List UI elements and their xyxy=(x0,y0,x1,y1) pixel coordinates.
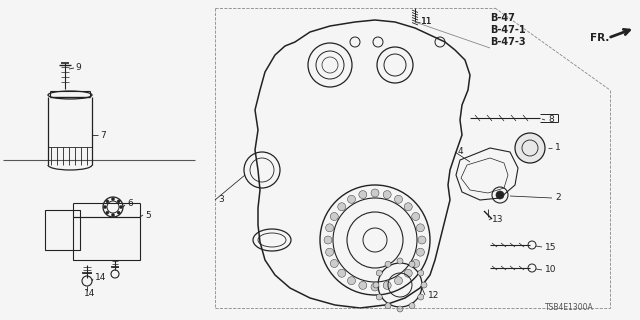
Circle shape xyxy=(117,200,120,203)
Text: B-47-1: B-47-1 xyxy=(490,25,525,35)
Circle shape xyxy=(394,277,403,285)
Circle shape xyxy=(111,197,115,201)
Circle shape xyxy=(412,212,420,220)
Circle shape xyxy=(383,281,391,289)
Circle shape xyxy=(397,306,403,312)
Circle shape xyxy=(404,203,412,211)
Circle shape xyxy=(120,205,122,209)
Circle shape xyxy=(421,282,427,288)
Circle shape xyxy=(496,191,504,199)
Circle shape xyxy=(359,281,367,289)
Circle shape xyxy=(338,203,346,211)
Text: 7: 7 xyxy=(100,131,106,140)
Circle shape xyxy=(515,133,545,163)
Circle shape xyxy=(326,248,333,256)
Text: 10: 10 xyxy=(545,266,557,275)
Circle shape xyxy=(330,260,339,268)
Circle shape xyxy=(404,269,412,277)
Circle shape xyxy=(383,191,391,199)
Circle shape xyxy=(111,213,115,217)
Circle shape xyxy=(330,212,339,220)
Text: 1: 1 xyxy=(555,143,561,153)
Circle shape xyxy=(324,236,332,244)
Circle shape xyxy=(385,261,391,267)
Text: 11: 11 xyxy=(421,18,433,27)
Circle shape xyxy=(397,258,403,264)
Text: B-47: B-47 xyxy=(490,13,515,23)
Circle shape xyxy=(417,248,424,256)
Text: 12: 12 xyxy=(428,291,440,300)
Circle shape xyxy=(385,303,391,309)
Text: 2: 2 xyxy=(555,194,561,203)
Text: 11: 11 xyxy=(421,18,433,27)
Circle shape xyxy=(359,191,367,199)
Text: B-47-3: B-47-3 xyxy=(490,37,525,47)
Text: 8: 8 xyxy=(548,116,554,124)
Text: 9: 9 xyxy=(75,63,81,73)
Circle shape xyxy=(106,200,109,203)
Circle shape xyxy=(418,294,424,300)
Circle shape xyxy=(409,303,415,309)
Circle shape xyxy=(371,189,379,197)
Text: 14: 14 xyxy=(95,274,106,283)
Circle shape xyxy=(418,270,424,276)
Circle shape xyxy=(338,269,346,277)
Circle shape xyxy=(418,236,426,244)
Circle shape xyxy=(409,261,415,267)
Text: 13: 13 xyxy=(492,215,504,225)
Text: 3: 3 xyxy=(218,196,224,204)
Circle shape xyxy=(376,294,382,300)
Circle shape xyxy=(348,277,355,285)
Circle shape xyxy=(348,195,355,203)
Circle shape xyxy=(412,260,420,268)
Text: 4: 4 xyxy=(458,148,463,156)
Text: 6: 6 xyxy=(127,199,132,209)
Text: 14: 14 xyxy=(84,289,95,298)
Text: FR.: FR. xyxy=(590,33,609,43)
Text: 5: 5 xyxy=(145,211,151,220)
Circle shape xyxy=(104,205,106,209)
Circle shape xyxy=(376,270,382,276)
Circle shape xyxy=(117,211,120,214)
Circle shape xyxy=(106,211,109,214)
Text: 15: 15 xyxy=(545,243,557,252)
Circle shape xyxy=(373,282,379,288)
Text: TSB4E1300A: TSB4E1300A xyxy=(545,303,594,313)
Circle shape xyxy=(417,224,424,232)
Circle shape xyxy=(371,283,379,291)
Circle shape xyxy=(394,195,403,203)
Circle shape xyxy=(326,224,333,232)
